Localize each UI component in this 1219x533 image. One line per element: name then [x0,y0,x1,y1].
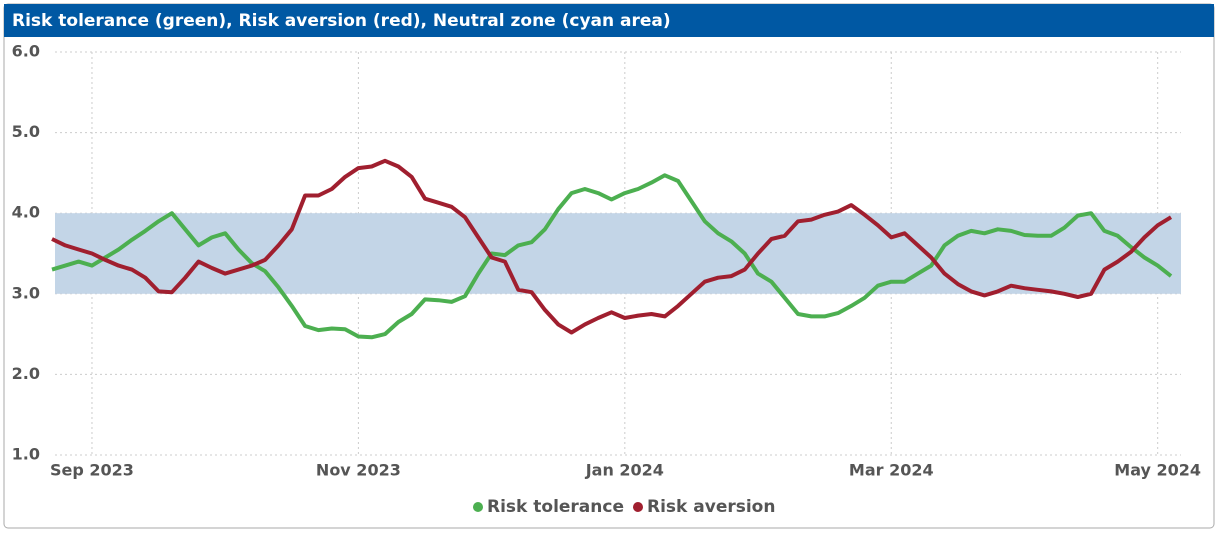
chart-title: Risk tolerance (green), Risk aversion (r… [12,11,671,31]
legend-marker [633,502,643,512]
x-tick-label: Jan 2024 [585,461,664,480]
y-tick-label: 3.0 [12,283,40,302]
y-tick-label: 2.0 [12,364,40,383]
legend-marker [473,502,483,512]
x-tick-label: Mar 2024 [849,461,934,480]
title-bar [4,4,1214,37]
neutral-zone [55,213,1181,294]
series-line [51,173,1173,340]
y-tick-label: 4.0 [12,203,40,222]
y-tick-label: 6.0 [12,42,40,61]
y-tick-label: 5.0 [12,122,40,141]
x-tick-label: Sep 2023 [50,461,134,480]
x-tick-label: May 2024 [1114,461,1201,480]
legend-label: Risk aversion [647,497,775,517]
series-line [51,158,1173,335]
legend-label: Risk tolerance [487,497,624,517]
y-tick-label: 1.0 [12,445,40,464]
x-tick-label: Nov 2023 [316,461,401,480]
